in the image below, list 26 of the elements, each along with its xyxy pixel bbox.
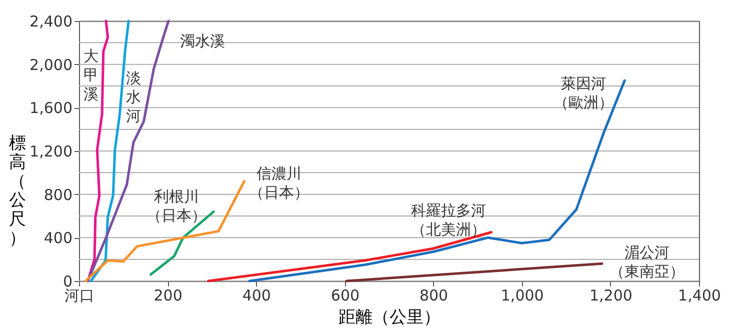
x-tick-label: 600 (330, 286, 360, 304)
y-tick-label: 1,200 (30, 142, 72, 160)
series-label: 萊因河（歐洲） (554, 74, 614, 112)
line-series (84, 180, 246, 282)
series-label: 大甲溪 (84, 47, 99, 103)
x-tick-label: 200 (154, 286, 182, 304)
y-tick-label: 400 (44, 229, 72, 248)
series-label: 信濃川（日本） (249, 164, 310, 202)
series-label: 利根川（日本） (146, 188, 207, 225)
y-tick-label: 800 (44, 186, 72, 204)
y-tick-label: 2,000 (30, 56, 72, 74)
x-tick-label: 河口 (64, 286, 94, 304)
y-tick-label: 2,400 (30, 12, 72, 30)
x-tick-label: 1,000 (500, 286, 544, 304)
series-label: 淡水河 (126, 69, 142, 125)
x-tick-label: 1,200 (589, 286, 632, 304)
series-label: 科羅拉多河（北美洲） (410, 201, 486, 238)
line-series (149, 210, 215, 276)
series-label: 湄公河（東南亞） (610, 244, 685, 281)
x-tick-label: 400 (242, 286, 271, 304)
x-tick-label: 1,400 (678, 286, 721, 304)
y-axis-title: 標高（公尺） (9, 134, 26, 248)
y-tick-label: 1,600 (30, 99, 72, 118)
series-label: 濁水溪 (180, 32, 225, 50)
x-axis-title: 距離（公里） (338, 308, 440, 328)
x-tick-label: 800 (419, 286, 448, 304)
